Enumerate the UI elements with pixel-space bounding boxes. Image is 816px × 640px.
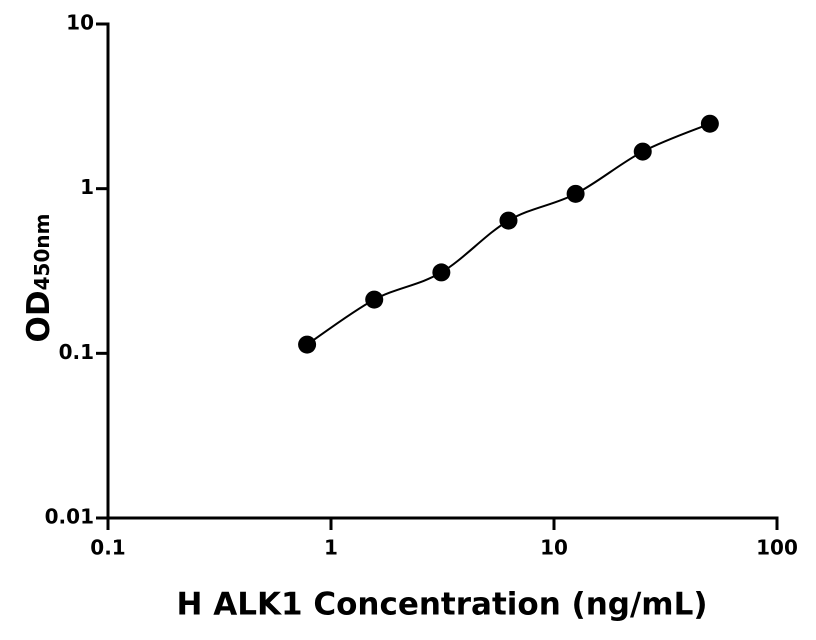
data-point: [633, 142, 652, 161]
data-point: [298, 335, 317, 354]
y-axis-label-sub: 450nm: [30, 214, 54, 291]
x-axis-label: H ALK1 Concentration (ng/mL): [176, 587, 707, 623]
data-point: [566, 184, 585, 203]
x-tick-label: 1: [324, 536, 338, 560]
x-tick-label: 100: [756, 536, 798, 560]
data-point: [700, 114, 719, 133]
x-tick-label: 0.1: [90, 536, 125, 560]
y-tick-label: 0.01: [45, 505, 94, 529]
y-tick-label: 1: [80, 175, 94, 199]
data-point: [432, 263, 451, 282]
x-tick-label: 10: [540, 536, 568, 560]
data-point: [499, 211, 518, 230]
y-tick-label: 0.1: [59, 340, 94, 364]
y-axis-label-main: OD: [21, 290, 57, 342]
data-point: [365, 290, 384, 309]
y-axis-label: OD450nm: [21, 214, 57, 343]
y-tick-label: 10: [66, 11, 94, 35]
